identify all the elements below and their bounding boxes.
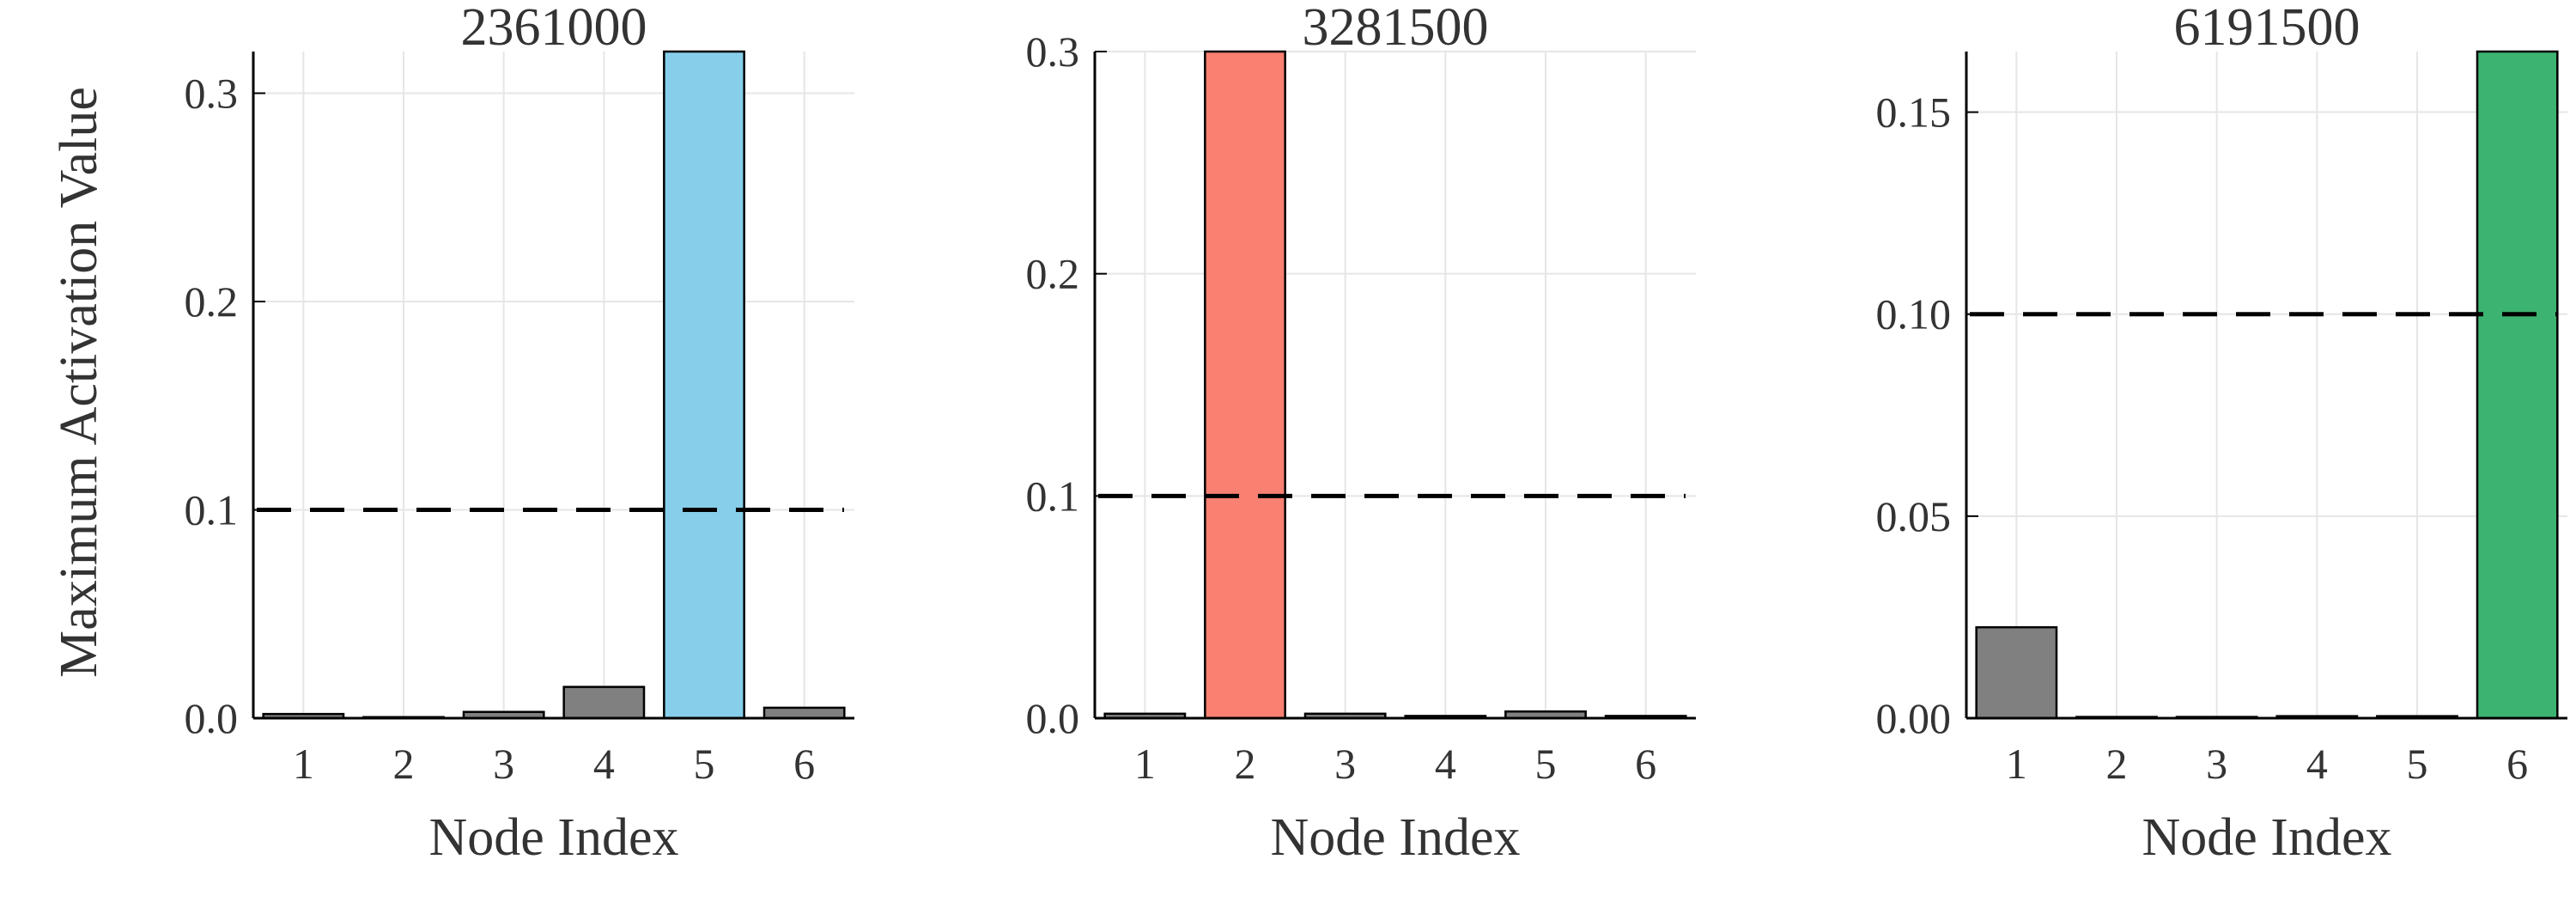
bar-node-5 — [663, 50, 745, 720]
x-tick-label: 5 — [2407, 740, 2428, 788]
x-tick-label: 5 — [694, 740, 715, 788]
x-tick-label: 1 — [1134, 740, 1156, 788]
x-axis-label: Node Index — [1271, 808, 1521, 867]
bar-node-6 — [762, 706, 846, 720]
x-tick-label: 6 — [793, 740, 815, 788]
chart-panel-1: 0.0 0.1 0.2 0.3 1 2 3 4 5 6 2361000 Node Index — [185, 0, 854, 867]
x-axis-label: Node Index — [429, 808, 679, 867]
x-tick-label: 6 — [2506, 740, 2528, 788]
x-tick-label: 2 — [1235, 740, 1256, 788]
bar-node-1 — [1975, 625, 2058, 720]
x-tick-label: 5 — [1535, 740, 1557, 788]
y-tick-label: 0.05 — [1876, 492, 1952, 540]
panel-title: 2361000 — [461, 0, 647, 57]
y-tick-label: 0.15 — [1876, 88, 1952, 137]
y-tick-label: 0.0 — [185, 694, 239, 742]
x-tick-label: 4 — [1435, 740, 1456, 788]
panel-title: 3281500 — [1303, 0, 1489, 57]
x-tick-label: 2 — [2106, 740, 2128, 788]
bar-node-4 — [562, 686, 646, 720]
y-tick-label: 0.3 — [185, 70, 239, 118]
y-tick-label: 0.1 — [185, 486, 239, 534]
y-tick-label: 0.10 — [1876, 290, 1952, 338]
x-tick-label: 1 — [293, 740, 314, 788]
panel-title: 6191500 — [2174, 0, 2360, 57]
chart-panel-2: 0.0 0.1 0.2 0.3 1 2 3 4 5 6 3281500 Node Index — [1026, 0, 1696, 867]
bar-node-6 — [2476, 50, 2559, 720]
bar-node-2 — [1204, 50, 1286, 720]
y-tick-label: 0.00 — [1876, 694, 1952, 742]
x-axis-label: Node Index — [2142, 808, 2392, 867]
x-tick-label: 3 — [1334, 740, 1356, 788]
x-tick-label: 4 — [2306, 740, 2328, 788]
y-tick-label: 0.2 — [1026, 250, 1080, 298]
x-tick-label: 3 — [2206, 740, 2227, 788]
y-tick-label: 0.0 — [1026, 694, 1080, 742]
chart-panel-3: 0.00 0.05 0.10 0.15 1 2 3 4 5 6 6191500 Node Index — [1876, 0, 2567, 867]
y-tick-label: 0.2 — [185, 277, 239, 326]
x-tick-label: 3 — [493, 740, 514, 788]
shared-y-axis-label: Maximum Activation Value — [50, 87, 108, 678]
x-tick-label: 4 — [593, 740, 615, 788]
y-tick-label: 0.1 — [1026, 472, 1080, 520]
x-tick-label: 1 — [2006, 740, 2027, 788]
y-tick-label: 0.3 — [1026, 27, 1080, 76]
x-tick-label: 2 — [393, 740, 415, 788]
x-tick-label: 6 — [1635, 740, 1656, 788]
